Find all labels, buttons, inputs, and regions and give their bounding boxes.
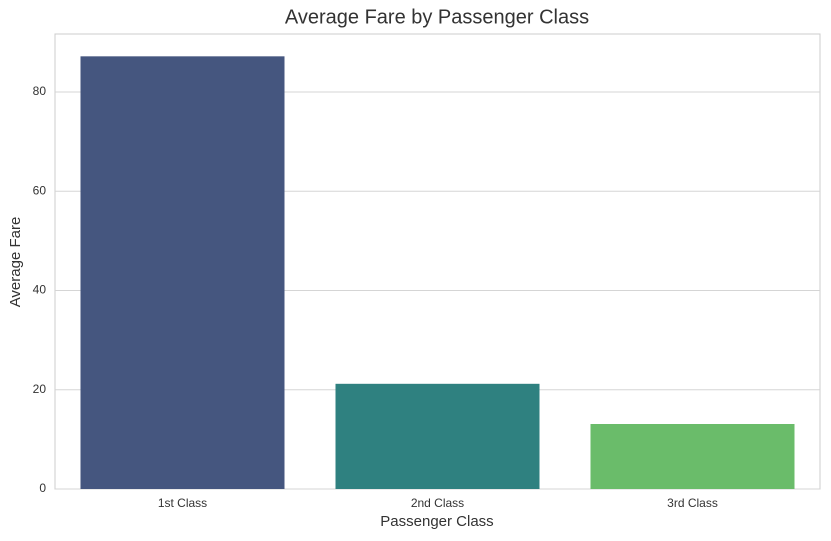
chart-title: Average Fare by Passenger Class [285, 6, 589, 28]
x-axis-label: Passenger Class [380, 513, 493, 530]
x-tick-label: 1st Class [158, 496, 207, 510]
bar [80, 56, 285, 489]
y-tick-label: 40 [33, 283, 47, 297]
y-axis-label: Average Fare [7, 217, 24, 308]
y-tick-label: 0 [39, 481, 46, 495]
y-tick-label: 20 [33, 382, 47, 396]
bar [335, 383, 540, 489]
x-tick-label: 3rd Class [667, 496, 718, 510]
y-tick-label: 80 [33, 84, 47, 98]
y-tick-label: 60 [33, 183, 47, 197]
bar [590, 424, 795, 489]
x-tick-label: 2nd Class [411, 496, 464, 510]
